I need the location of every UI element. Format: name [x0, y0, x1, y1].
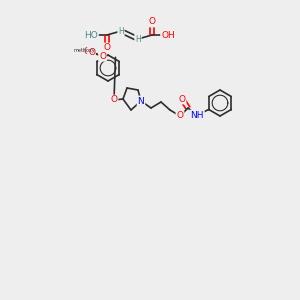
Text: methoxy: methoxy — [74, 48, 95, 53]
Text: H: H — [135, 34, 141, 43]
Text: O: O — [110, 95, 118, 104]
Text: O: O — [148, 17, 155, 26]
Text: H: H — [118, 26, 124, 35]
Text: HO: HO — [84, 31, 98, 40]
Text: O: O — [83, 47, 90, 56]
Text: O: O — [176, 112, 184, 121]
Text: OH: OH — [161, 31, 175, 40]
Text: O: O — [178, 94, 185, 103]
Text: NH: NH — [190, 110, 204, 119]
Text: O: O — [88, 48, 95, 57]
Text: O: O — [103, 44, 110, 52]
Text: O: O — [99, 52, 106, 61]
Text: N: N — [138, 97, 144, 106]
